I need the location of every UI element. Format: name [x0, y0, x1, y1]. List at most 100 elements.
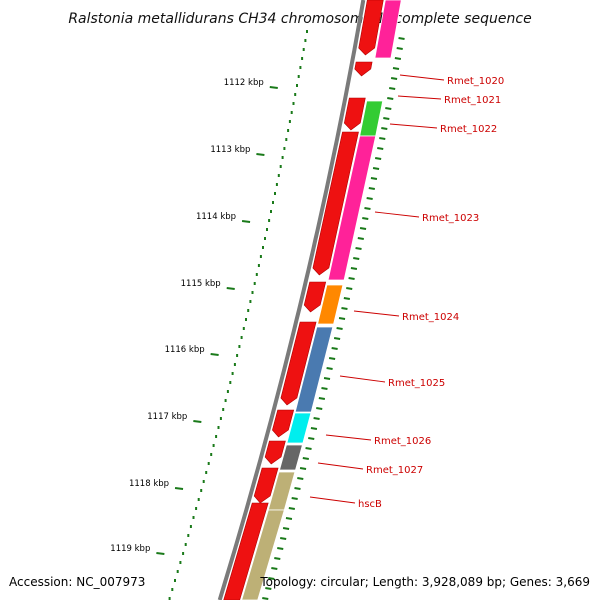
- ruler-dot: [229, 381, 232, 384]
- outer-tick: [305, 447, 312, 450]
- outer-tick: [274, 557, 281, 560]
- gene-label: hscB: [358, 499, 382, 510]
- ruler-label: 1116 kbp: [165, 345, 205, 355]
- outer-tick-marks: [262, 37, 405, 600]
- outer-tick: [328, 357, 336, 360]
- forward-strand-track: [223, 0, 384, 600]
- ruler-dot: [176, 570, 179, 573]
- outer-tick: [370, 177, 378, 180]
- ruler-label: 1118 kbp: [129, 479, 169, 489]
- ruler-label: 1119 kbp: [110, 544, 150, 554]
- gene-label: Rmet_1023: [422, 213, 479, 224]
- outer-tick: [385, 107, 392, 110]
- outer-tick: [262, 597, 269, 600]
- forward-cds-arrow: [280, 321, 317, 406]
- ruler-dot: [238, 345, 241, 348]
- accession-text: Accession: NC_007973: [9, 575, 145, 589]
- outer-tick: [377, 147, 384, 150]
- outer-tick: [280, 537, 287, 540]
- ruler-dot: [274, 192, 276, 195]
- ruler-dot: [189, 525, 192, 528]
- ruler-dot: [182, 552, 185, 555]
- outer-tick: [341, 307, 348, 310]
- ruler-dot: [217, 426, 220, 429]
- ruler-dot: [283, 147, 286, 150]
- ruler-dot: [297, 75, 300, 78]
- reverse-cds-block: [327, 135, 377, 281]
- outer-tick: [383, 117, 390, 120]
- ruler-dot: [247, 309, 250, 312]
- reverse-strand-track: [241, 0, 402, 600]
- label-leader: [399, 74, 445, 81]
- outer-tick: [308, 437, 315, 440]
- ruler-dot: [281, 156, 284, 159]
- ruler-tick: [193, 420, 202, 423]
- outer-tick: [362, 217, 369, 220]
- ruler-label: 1113 kbp: [210, 145, 250, 155]
- outer-tick: [348, 277, 355, 280]
- ruler-dot: [171, 588, 174, 591]
- ruler-tick: [241, 220, 251, 223]
- reverse-cds-block: [294, 326, 334, 413]
- ruler-dot: [222, 408, 225, 411]
- outer-tick: [291, 497, 298, 500]
- ruler-dot: [277, 174, 280, 177]
- ruler-dot: [259, 255, 262, 258]
- gene-label: Rmet_1021: [444, 95, 501, 106]
- ruler-tick: [226, 287, 235, 290]
- ruler-dot: [195, 507, 198, 510]
- ruler-dot: [285, 138, 288, 141]
- outer-tick: [387, 97, 394, 100]
- outer-tick: [277, 547, 284, 550]
- ruler-dot: [279, 165, 282, 168]
- ruler-dot: [294, 93, 297, 96]
- ruler-dot: [200, 489, 203, 492]
- outer-tick: [302, 457, 309, 460]
- outer-tick: [343, 297, 351, 300]
- ruler-dot: [236, 354, 239, 357]
- ruler-dot: [245, 318, 247, 321]
- ruler-dot: [233, 363, 236, 366]
- outer-tick: [389, 87, 396, 90]
- label-leader: [389, 123, 438, 129]
- outer-tick: [313, 417, 320, 420]
- outer-tick: [338, 317, 346, 320]
- ruler-dot: [306, 30, 308, 33]
- outer-tick: [326, 367, 333, 370]
- ruler-dot: [290, 111, 293, 114]
- ruler-dot: [270, 210, 272, 213]
- ruler-dot: [179, 561, 182, 564]
- ruler-tick: [156, 552, 165, 555]
- outer-tick: [381, 127, 388, 130]
- outer-tick: [265, 587, 272, 590]
- ruler-label: 1115 kbp: [181, 279, 221, 289]
- outer-tick: [368, 187, 375, 190]
- forward-cds-arrow: [253, 467, 279, 504]
- outer-tick: [379, 137, 386, 140]
- ruler-dot: [275, 183, 278, 186]
- dotted-ruler-track: [168, 30, 308, 600]
- label-leader: [339, 375, 386, 383]
- gene-labels: Rmet_1020 Rmet_1021 Rmet_1022 Rmet_1023 Rmet…: [358, 76, 504, 510]
- reverse-cds-block: [241, 509, 285, 600]
- ruler-dot: [296, 84, 298, 87]
- ruler-dot: [192, 516, 195, 519]
- label-leader: [397, 95, 442, 100]
- reverse-cds-block: [374, 0, 402, 59]
- label-leader-lines: [309, 74, 445, 504]
- ruler-dot: [210, 453, 213, 456]
- outer-tick: [321, 387, 328, 390]
- outer-tick: [310, 427, 318, 430]
- outer-tick: [359, 227, 367, 230]
- ruler-dot: [219, 417, 222, 420]
- ruler-dot: [202, 480, 205, 483]
- outer-tick: [288, 507, 295, 510]
- ruler-dot: [264, 237, 266, 240]
- outer-tick: [396, 47, 403, 50]
- ruler-dot: [249, 300, 252, 303]
- ruler-dot: [231, 372, 234, 375]
- forward-cds-arrow: [272, 409, 295, 438]
- ruler-tick: [256, 153, 265, 156]
- reverse-cds-block: [317, 284, 344, 325]
- ruler-dot: [288, 120, 291, 123]
